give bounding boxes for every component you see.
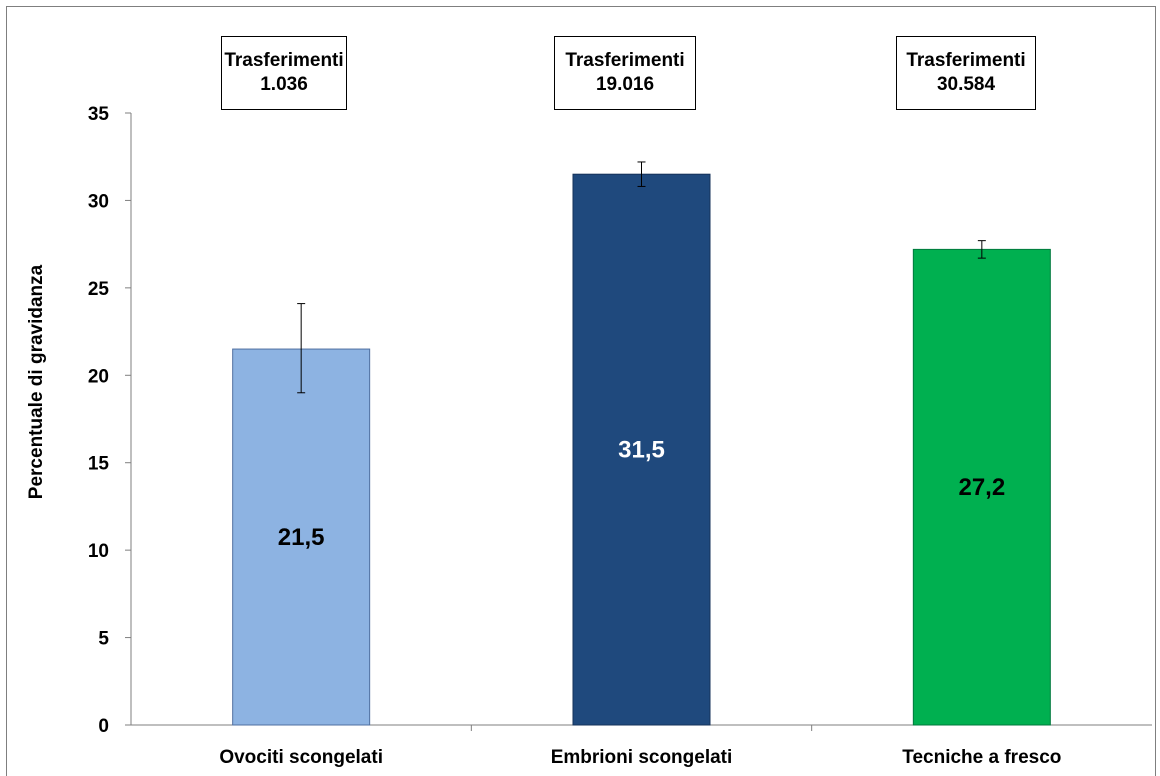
y-tick-label: 15 [88, 454, 110, 475]
category-label-2: Embrioni scongelati [551, 747, 733, 768]
annotation-3-title: Trasferimenti [906, 50, 1026, 71]
chart-frame [6, 6, 1156, 776]
annotation-box-2: Trasferimenti 19.016 [554, 36, 696, 110]
annotation-3-count: 30.584 [936, 74, 996, 95]
annotation-box-1: Trasferimenti 1.036 [221, 36, 347, 110]
annotation-2-count: 19.016 [595, 74, 655, 95]
category-label-3: Tecniche a fresco [902, 747, 1061, 768]
annotation-1-title: Trasferimenti [224, 50, 344, 71]
y-axis-label: Percentuale di gravidanza [26, 264, 47, 499]
bar-2 [572, 173, 711, 726]
category-label-1: Ovociti scongelati [219, 747, 383, 768]
y-tick-label: 20 [88, 366, 109, 387]
y-tick-label: 30 [88, 191, 109, 212]
y-tick-label: 0 [98, 716, 109, 737]
y-tick-label: 5 [98, 629, 109, 650]
y-tick-label: 25 [88, 279, 110, 300]
bar-3 [912, 248, 1051, 726]
annotation-1-count: 1.036 [260, 74, 308, 95]
data-label-1: 21,5 [278, 524, 325, 551]
data-label-2: 31,5 [618, 437, 665, 464]
y-tick-label: 10 [88, 541, 109, 562]
data-label-3: 27,2 [958, 474, 1005, 501]
annotation-box-3: Trasferimenti 30.584 [896, 36, 1036, 110]
y-tick-label: 35 [88, 104, 110, 125]
annotation-2-title: Trasferimenti [565, 50, 685, 71]
